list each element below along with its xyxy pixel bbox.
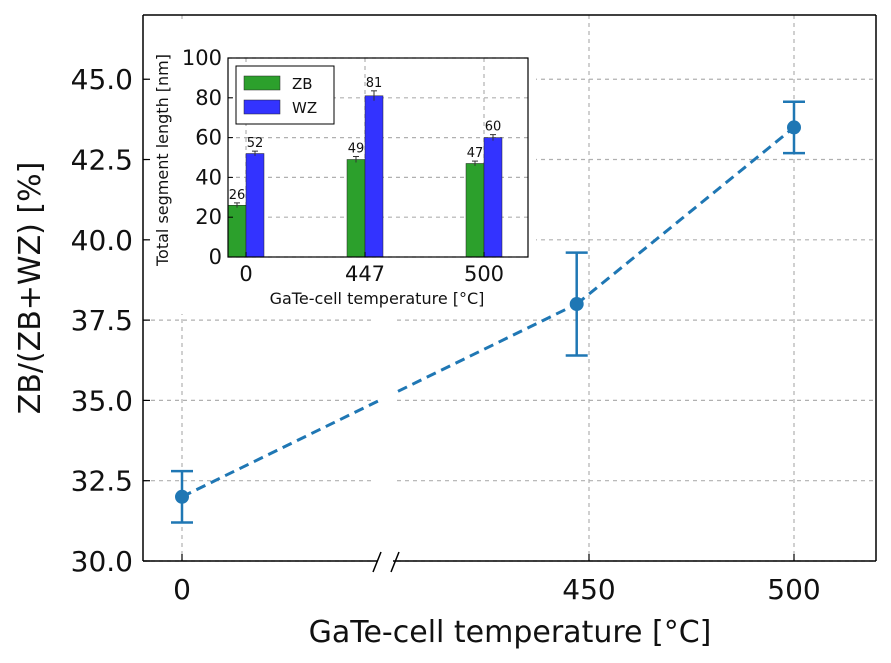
x-tick-label: 450	[562, 573, 615, 606]
bar-zb	[227, 205, 247, 258]
x-tick-label: 500	[767, 573, 820, 606]
inset-x-tick-label: 447	[345, 262, 385, 286]
inset-frame	[227, 57, 529, 258]
series-line-segment	[575, 126, 795, 306]
main-ticks: 30.0 32.5 35.0 37.5 40.0 42.5 45.0 0 450 500	[71, 63, 821, 606]
y-axis-label: ZB/(ZB+WZ) [%]	[13, 162, 48, 415]
inset-y-axis-label: Total segment length [nm]	[153, 54, 172, 267]
inset-legend: ZB WZ	[235, 65, 335, 125]
y-tick-label: 35.0	[71, 384, 133, 417]
axis-break-marker	[372, 551, 382, 573]
axis-break-marker	[390, 551, 400, 573]
inset-ticks: 0 20 40 60 80 100 0 447 500	[182, 46, 504, 286]
bar-wz	[245, 153, 265, 258]
inset-y-tick-label: 60	[195, 126, 222, 150]
bar-zb	[346, 159, 366, 258]
y-tick-label: 37.5	[71, 304, 133, 337]
y-tick-label: 45.0	[71, 63, 133, 96]
x-axis-label: GaTe-cell temperature [°C]	[309, 615, 712, 650]
bar-value-label: 52	[247, 136, 264, 151]
inset-x-axis-label: GaTe-cell temperature [°C]	[270, 289, 485, 308]
inset-y-tick-label: 0	[209, 245, 222, 269]
y-tick-label: 42.5	[71, 144, 133, 177]
y-tick-label: 32.5	[71, 465, 133, 498]
main-series	[171, 100, 805, 524]
legend-swatch-wz	[243, 99, 281, 115]
inset-y-tick-label: 40	[195, 165, 222, 189]
inset-axes	[227, 57, 529, 258]
bar-value-label: 26	[229, 188, 246, 203]
bar-value-label: 81	[366, 76, 383, 91]
legend-label-zb: ZB	[292, 75, 313, 93]
inset-bars: 26 49 47 52 81 60	[227, 76, 503, 258]
bar-value-label: 47	[467, 146, 484, 161]
inset-y-tick-label: 80	[195, 86, 222, 110]
legend-swatch-zb	[243, 75, 281, 91]
inset-x-tick-label: 0	[239, 262, 252, 286]
bar-value-label: 49	[348, 142, 365, 157]
bar-zb	[465, 163, 485, 258]
series-line-segment	[397, 302, 578, 393]
data-point	[569, 297, 584, 312]
y-tick-label: 40.0	[71, 224, 133, 257]
legend-box	[235, 65, 335, 125]
bar-wz	[483, 137, 503, 258]
data-point	[175, 489, 189, 504]
data-point	[787, 120, 801, 135]
inset-y-tick-label: 20	[195, 205, 222, 229]
inset-x-tick-label: 500	[464, 262, 504, 286]
main-axes	[142, 14, 877, 573]
inset-chart: 26 49 47 52 81 60 0 20 40 60 80 100 0 447 500 ZB WZ Ga…	[150, 22, 536, 314]
series-line-segment	[181, 399, 379, 499]
legend-label-wz: WZ	[292, 99, 317, 117]
x-tick-label: 0	[173, 573, 191, 606]
bar-value-label: 60	[485, 120, 502, 135]
y-tick-label: 30.0	[71, 545, 133, 578]
inset-y-tick-label: 100	[182, 46, 222, 70]
bar-wz	[364, 95, 384, 258]
